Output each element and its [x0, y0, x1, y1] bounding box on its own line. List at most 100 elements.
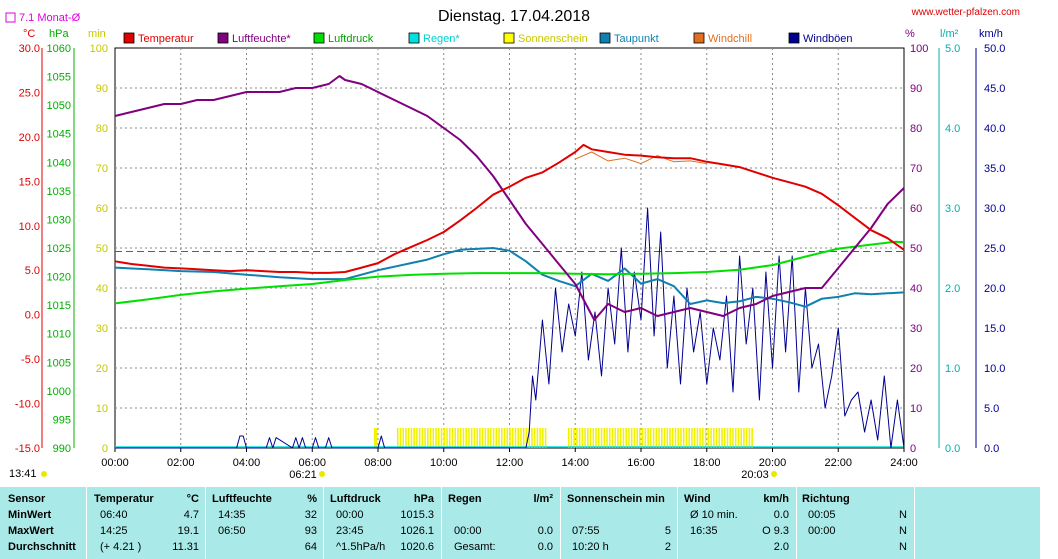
left-tick-label: 70 — [96, 163, 108, 175]
stats-press-value: 1015.3 — [400, 509, 434, 521]
legend-item: Luftfeuchte* — [217, 32, 291, 45]
right-tick-label: 35.0 — [984, 163, 1005, 175]
left-tick-label: 40 — [96, 283, 108, 295]
x-tick-label: 24:00 — [890, 457, 918, 469]
stats-separator — [560, 487, 561, 559]
stats-dir-time: 00:00 — [808, 525, 836, 537]
stats-rain-time: Gesamt: — [454, 541, 496, 553]
legend-label: Taupunkt — [614, 33, 659, 45]
right-tick-label: 40 — [910, 283, 922, 295]
left-tick-label: 20.0 — [19, 132, 40, 144]
weather-chart: Dienstag. 17.04.2018 www.wetter-pfalzen.… — [5, 7, 1020, 481]
series-line-luftfeuchte — [114, 75, 905, 321]
left-tick-label: 25.0 — [19, 87, 40, 99]
left-tick-label: 1010 — [47, 329, 71, 341]
stats-dir-value: N — [899, 509, 907, 521]
monat-marker-icon — [5, 12, 16, 23]
right-tick-label: 5.0 — [984, 403, 999, 415]
series-line-taupunkt — [114, 247, 905, 308]
right-tick-label: 100 — [910, 43, 928, 55]
left-tick-label: 10.0 — [19, 221, 40, 233]
series-line-windchill — [575, 151, 707, 165]
legend-item: Regen* — [408, 32, 460, 45]
right-tick-label: 40.0 — [984, 123, 1005, 135]
right-tick-label: 25.0 — [984, 243, 1005, 255]
left-tick-label: 1045 — [47, 129, 71, 141]
stats-header-rain-unit: l/m² — [533, 493, 553, 505]
monat-label: 7.1 Monat-Ø — [19, 12, 81, 24]
left-tick-label: 60 — [96, 203, 108, 215]
left-tick-label: 5.0 — [25, 265, 40, 277]
stats-header-wind: Wind — [684, 493, 711, 505]
stats-row-label: MinWert — [8, 509, 52, 521]
stats-sun-time: 07:55 — [572, 525, 600, 537]
legend-swatch — [408, 32, 420, 44]
stats-press-time: 00:00 — [336, 509, 364, 521]
sunrise-sun-icon — [319, 471, 325, 477]
right-axis-unit: l/m² — [940, 28, 959, 40]
stats-dir-value: N — [899, 525, 907, 537]
legend-item: Windchill — [693, 32, 752, 45]
legend-label: Sonnenschein — [518, 33, 588, 45]
stats-sun-time: 10:20 h — [572, 541, 609, 553]
right-tick-label: 0.0 — [945, 443, 960, 455]
stats-rain-value: 0.0 — [537, 525, 553, 537]
stats-hum-value: 64 — [304, 541, 317, 553]
stats-temp-time: 06:40 — [100, 509, 128, 521]
left-tick-label: 1025 — [47, 243, 71, 255]
sun-icon — [41, 471, 47, 477]
left-tick-label: 80 — [96, 123, 108, 135]
stats-press-time: ^1.5hPa/h — [336, 541, 386, 553]
stats-temp-value: 19.1 — [177, 525, 199, 537]
x-tick-label: 10:00 — [430, 457, 458, 469]
stats-header-regen: Regen — [448, 493, 482, 505]
site-url: www.wetter-pfalzen.com — [911, 7, 1020, 18]
right-tick-label: 2.0 — [945, 283, 960, 295]
right-tick-label: 45.0 — [984, 83, 1005, 95]
stats-rain-time: 00:00 — [454, 525, 482, 537]
left-tick-label: 995 — [53, 414, 71, 426]
left-tick-label: 990 — [53, 443, 71, 455]
stats-hum-value: 32 — [304, 509, 317, 521]
sunset-sun-icon — [771, 471, 777, 477]
right-tick-label: 5.0 — [945, 43, 960, 55]
legend-item: Sonnenschein — [503, 32, 588, 45]
left-tick-label: -10.0 — [15, 399, 40, 411]
left-tick-label: 10 — [96, 403, 108, 415]
left-axis-unit: °C — [23, 28, 35, 40]
left-tick-label: 1015 — [47, 300, 71, 312]
legend-label: Regen* — [423, 33, 460, 45]
legend-label: Luftfeuchte* — [232, 33, 291, 45]
legend-swatch — [693, 32, 705, 44]
x-tick-label: 08:00 — [364, 457, 392, 469]
x-tick-label: 14:00 — [561, 457, 589, 469]
stats-separator — [205, 487, 206, 559]
stats-separator — [914, 487, 915, 559]
legend-swatch — [217, 32, 229, 44]
stats-separator — [677, 487, 678, 559]
stats-press-value: 1026.1 — [400, 525, 434, 537]
legend-label: Temperatur — [138, 33, 194, 45]
right-tick-label: 20.0 — [984, 283, 1005, 295]
left-tick-label: -15.0 — [15, 443, 40, 455]
right-tick-label: 0.0 — [984, 443, 999, 455]
stats-row-label: MaxWert — [8, 525, 54, 537]
plot-area: 00:00 02:00 04:00 06:00 08:00 10:00 12:00 14:00… — [101, 47, 918, 481]
right-tick-label: 10.0 — [984, 363, 1005, 375]
stats-header-richtung: Richtung — [802, 493, 850, 505]
legend-label: Windböen — [803, 33, 853, 45]
x-tick-label: 12:00 — [496, 457, 524, 469]
stats-hum-time: 06:50 — [218, 525, 246, 537]
stats-header-temperatur: Temperatur — [94, 493, 154, 505]
legend-item: Luftdruck — [313, 32, 374, 45]
stats-row-label: Durchschnitt — [8, 541, 76, 553]
legend-label: Windchill — [708, 33, 752, 45]
left-tick-label: 1060 — [47, 43, 71, 55]
series-line-temperatur — [114, 143, 905, 274]
right-tick-label: 90 — [910, 83, 922, 95]
right-tick-label: 3.0 — [945, 203, 960, 215]
stats-wind-time: 16:35 — [690, 525, 718, 537]
right-tick-label: 30.0 — [984, 203, 1005, 215]
sunset-label: 20:03 — [741, 469, 769, 481]
legend-swatch — [123, 32, 135, 44]
